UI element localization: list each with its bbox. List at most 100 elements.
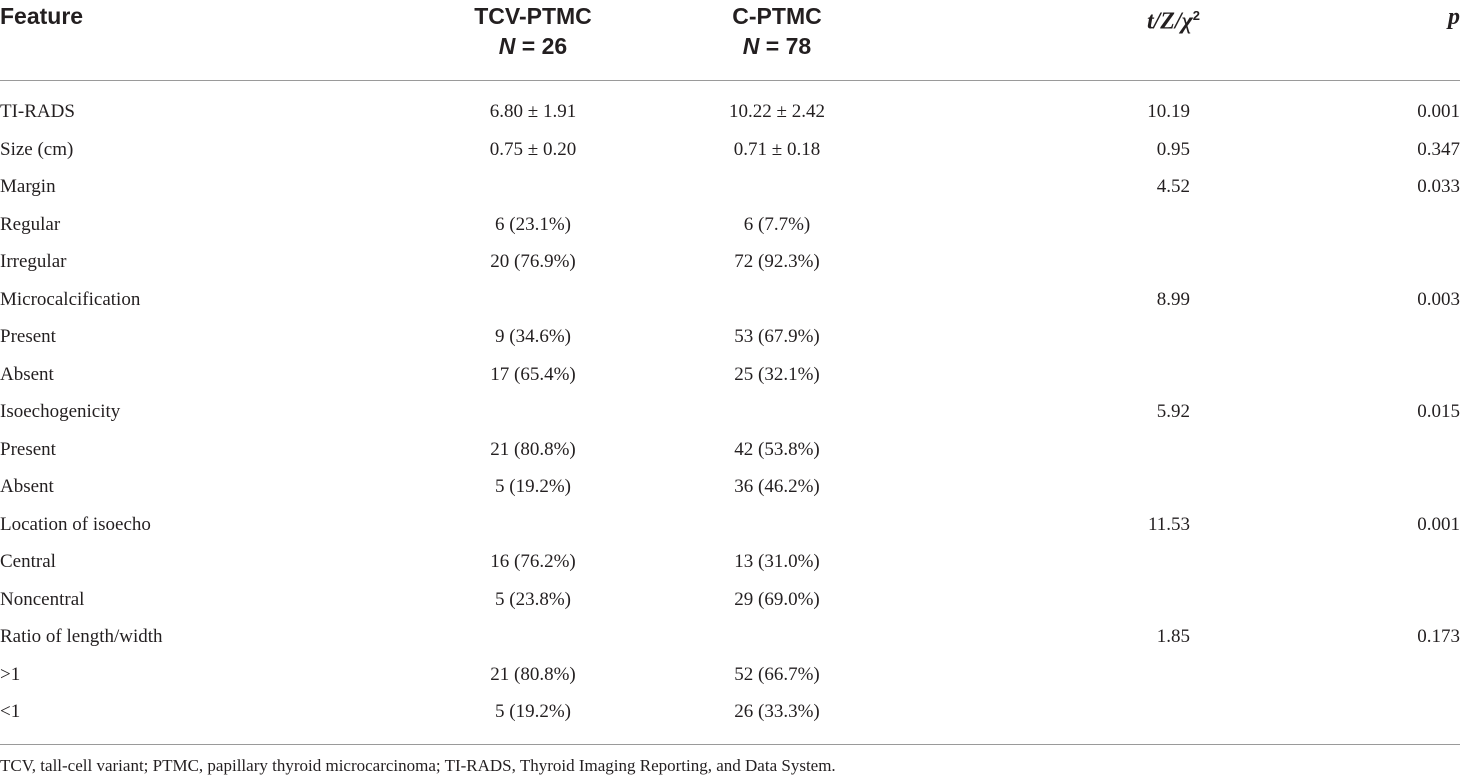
cell-p-value [1200,693,1460,731]
cell-c-ptmc [630,506,1040,544]
table-row: Central 16 (76.2%) 13 (31.0%) [0,543,1460,581]
cell-feature: Margin [0,176,56,197]
cell-statistic: 1.85 [1156,626,1190,647]
header-statistic-sup: 2 [1192,8,1200,23]
cell-c-ptmc: 10.22 ± 2.42 [729,101,825,122]
cell-p-value: 0.001 [1417,513,1460,535]
cell-c-ptmc: 6 (7.7%) [743,213,811,235]
cell-p-value: 0.347 [1417,138,1460,160]
cell-c-ptmc [630,281,1040,319]
cell-tcv-ptmc: 21 (80.8%) [490,438,576,460]
cell-feature: <1 [0,701,21,722]
table-row: Present 9 (34.6%) 53 (67.9%) [0,318,1460,356]
header-c-label: C-PTMC [732,3,822,29]
cell-tcv-ptmc: 6.80 ± 1.91 [489,101,577,122]
header-statistic: t/Z/χ2 [1040,0,1200,80]
cell-statistic [1040,581,1200,619]
table-row: >1 21 (80.8%) 52 (66.7%) [0,656,1460,694]
cell-c-ptmc [630,393,1040,431]
table-row: Absent 17 (65.4%) 25 (32.1%) [0,356,1460,394]
cell-feature: Absent [0,476,54,497]
cell-tcv-ptmc: 5 (23.8%) [495,588,571,610]
cell-c-ptmc: 26 (33.3%) [734,701,820,722]
header-tcv-n: N = 26 [498,33,568,59]
footer-divider [0,744,1460,745]
header-p-value: p [1200,0,1460,80]
cell-p-value: 0.001 [1417,101,1460,122]
cell-feature: Regular [0,213,61,235]
cell-feature: Present [0,438,56,460]
cell-feature: Isoechogenicity [0,401,121,422]
cell-c-ptmc: 25 (32.1%) [734,363,820,385]
cell-p-value [1200,431,1460,469]
header-row: Feature TCV-PTMC N = 26 C-PTMC N = 78 t/… [0,0,1460,80]
cell-tcv-ptmc [330,168,630,206]
cell-p-value: 0.015 [1417,401,1460,422]
cell-tcv-ptmc: 5 (19.2%) [495,701,571,722]
table-row: Margin 4.52 0.033 [0,168,1460,206]
cell-p-value [1200,318,1460,356]
cell-c-ptmc [630,618,1040,656]
cell-feature: Irregular [0,251,67,272]
cell-p-value [1200,356,1460,394]
table-row: Irregular 20 (76.9%) 72 (92.3%) [0,243,1460,281]
cell-c-ptmc: 52 (66.7%) [734,663,820,685]
cell-p-value [1200,543,1460,581]
cell-feature: Ratio of length/width [0,626,163,647]
cell-p-value: 0.003 [1417,288,1460,310]
cell-feature: Noncentral [0,588,85,610]
table-row: Size (cm) 0.75 ± 0.20 0.71 ± 0.18 0.95 0.347 [0,131,1460,169]
cell-statistic [1040,243,1200,281]
header-divider [0,80,1460,81]
table-row: Noncentral 5 (23.8%) 29 (69.0%) [0,581,1460,619]
cell-statistic [1040,543,1200,581]
cell-tcv-ptmc: 9 (34.6%) [495,326,571,347]
table-footnote: TCV, tall-cell variant; PTMC, papillary … [0,756,836,775]
cell-c-ptmc: 0.71 ± 0.18 [733,138,821,160]
table-row: Regular 6 (23.1%) 6 (7.7%) [0,206,1460,244]
table-row: <1 5 (19.2%) 26 (33.3%) [0,693,1460,731]
table-row: Isoechogenicity 5.92 0.015 [0,393,1460,431]
cell-p-value [1200,206,1460,244]
cell-tcv-ptmc: 6 (23.1%) [495,213,571,235]
cell-tcv-ptmc: 16 (76.2%) [490,551,576,572]
table-header: Feature TCV-PTMC N = 26 C-PTMC N = 78 t/… [0,0,1460,80]
cell-tcv-ptmc: 21 (80.8%) [490,663,576,685]
cell-feature: Microcalcification [0,288,141,310]
cell-statistic [1040,431,1200,469]
cell-p-value [1200,656,1460,694]
header-tcv-ptmc: TCV-PTMC N = 26 [330,0,630,80]
cell-p-value [1200,581,1460,619]
cell-statistic [1040,206,1200,244]
cell-statistic [1040,656,1200,694]
cell-tcv-ptmc [330,618,630,656]
cell-statistic [1040,693,1200,731]
cell-tcv-ptmc: 0.75 ± 0.20 [489,138,577,160]
cell-p-value [1200,468,1460,506]
cell-feature: Absent [0,363,54,385]
cell-c-ptmc: 53 (67.9%) [734,326,820,347]
cell-c-ptmc [630,168,1040,206]
results-table-container: Feature TCV-PTMC N = 26 C-PTMC N = 78 t/… [0,0,1460,731]
cell-statistic: 8.99 [1156,288,1190,310]
table-row: Absent 5 (19.2%) 36 (46.2%) [0,468,1460,506]
header-feature: Feature [0,3,84,29]
cell-tcv-ptmc: 17 (65.4%) [490,363,576,385]
table-row: Microcalcification 8.99 0.003 [0,281,1460,319]
cell-c-ptmc: 29 (69.0%) [734,588,820,610]
table-row: Ratio of length/width 1.85 0.173 [0,618,1460,656]
cell-p-value: 0.033 [1417,176,1460,197]
header-p-label: p [1448,4,1460,30]
cell-c-ptmc: 72 (92.3%) [734,251,820,272]
cell-c-ptmc: 13 (31.0%) [734,551,820,572]
table-row: TI-RADS 6.80 ± 1.91 10.22 ± 2.42 10.19 0.001 [0,80,1460,131]
cell-statistic: 10.19 [1147,101,1190,122]
cell-feature: >1 [0,663,21,685]
cell-c-ptmc: 42 (53.8%) [734,438,820,460]
cell-tcv-ptmc: 5 (19.2%) [495,476,571,497]
header-statistic-label: t/Z/χ [1146,8,1193,35]
cell-statistic: 4.52 [1156,176,1190,197]
header-c-ptmc: C-PTMC N = 78 [630,0,1040,80]
table-body: TI-RADS 6.80 ± 1.91 10.22 ± 2.42 10.19 0.001… [0,80,1460,731]
cell-tcv-ptmc: 20 (76.9%) [490,251,576,272]
